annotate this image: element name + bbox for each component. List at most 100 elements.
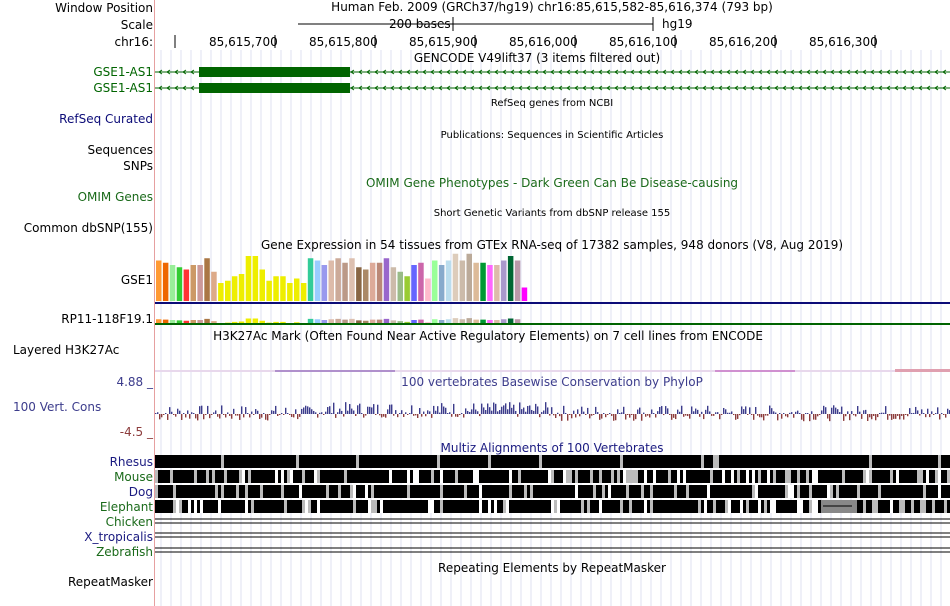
multiz-species-chicken[interactable]: Chicken [105,515,153,529]
gencode-item-label[interactable]: GSE1-AS1 [93,81,153,95]
multiz-species-mouse[interactable]: Mouse [114,470,153,484]
multiz-species-zebrafish[interactable]: Zebrafish [96,545,153,559]
multiz-block [311,470,314,483]
multiz-block [164,455,167,468]
gtex-gene-label[interactable]: GSE1 [120,273,153,287]
phylop-positive-bar [461,413,463,414]
strand-arrow [374,69,379,75]
phylop-negative-bar [763,414,765,421]
base-position-ruler[interactable] [155,0,950,50]
gencode-track-title[interactable]: GENCODE V49lift37 (3 items filtered out) [413,51,661,65]
phylop-negative-bar [317,414,319,418]
track-image-area[interactable]: Human Feb. 2009 (GRCh37/hg19) chr16:85,6… [155,0,950,606]
h3k27ac-signal[interactable] [155,0,950,606]
gtex-bar-chart[interactable] [155,0,950,606]
multiz-block [452,500,455,513]
multiz-block [404,485,407,498]
multiz-alignments[interactable] [155,0,950,606]
multiz-block [260,470,263,483]
repeatmasker-track-label[interactable]: RepeatMasker [67,575,153,589]
strand-arrow [526,85,531,91]
multiz-block [794,470,797,483]
multiz-block [626,470,629,483]
multiz-block [344,470,347,483]
gtex-track-title[interactable]: Gene Expression in 54 tissues from GTEx … [260,238,844,252]
multiz-block [167,500,170,513]
multiz-block [254,500,257,513]
publications-track-title[interactable]: Publications: Sequences in Scientific Ar… [440,130,664,141]
multiz-track-title[interactable]: Multiz Alignments of 100 Vertebrates [440,441,664,455]
multiz-block [674,500,677,513]
multiz-block [587,455,590,468]
phylop-negative-bar [607,414,609,415]
multiz-species-xtropicalis[interactable]: X_tropicalis [84,530,153,544]
phylop-positive-bar [519,402,521,414]
omim-track-label[interactable]: OMIM Genes [77,190,153,204]
refseq-track-title[interactable]: RefSeq genes from NCBI [490,98,614,109]
multiz-block [518,485,521,498]
multiz-block [587,500,590,513]
multiz-block [761,455,764,468]
gencode-item-label[interactable]: GSE1-AS1 [93,65,153,79]
dbsnp-track-title[interactable]: Short Genetic Variants from dbSNP releas… [433,208,671,219]
multiz-block [848,485,851,498]
multiz-block [182,455,185,468]
phylop-positive-bar [389,404,391,414]
pub-snps-label[interactable]: SNPs [123,159,153,173]
multiz-block [398,455,401,468]
multiz-block [389,500,392,513]
multiz-block [395,500,398,513]
phylop-positive-bar [881,412,883,414]
gtex-gene-label[interactable]: RP11-118F19.1 [61,312,153,326]
gtex-tissue-bar [514,319,521,324]
phylop-negative-bar [407,414,409,415]
multiz-block [473,470,476,483]
multiz-block [617,485,620,498]
multiz-block [425,485,428,498]
gtex-tissue-bar [466,253,472,301]
phylop-negative-bar [231,414,233,419]
multiz-block [857,455,860,468]
multiz-block [458,485,461,498]
scale-label: Scale [120,18,153,32]
phylop-negative-bar [819,414,821,415]
repeatmasker-track-title[interactable]: Repeating Elements by RepeatMasker [438,561,666,575]
h3k27ac-track-title[interactable]: H3K27Ac Mark (Often Found Near Active Re… [213,329,763,343]
gtex-tissue-bar [218,283,224,301]
refseq-track-label[interactable]: RefSeq Curated [59,112,153,126]
multiz-block [398,470,401,483]
multiz-block [386,485,389,498]
strand-arrow [734,85,739,91]
phylop-negative-bar [875,414,877,421]
multiz-block [347,485,350,498]
multiz-block [698,500,701,513]
phylop-wiggle[interactable] [155,0,950,606]
gene-features[interactable] [155,0,950,606]
multiz-species-dog[interactable]: Dog [128,485,153,499]
phylop-negative-bar [323,414,325,415]
strand-arrow [814,85,819,91]
multiz-species-elephant[interactable]: Elephant [99,500,153,514]
h3k27ac-track-label[interactable]: Layered H3K27Ac [13,343,120,357]
conservation-track-title[interactable]: 100 vertebrates Basewise Conservation by… [401,375,703,389]
multiz-block [656,455,659,468]
dbsnp-track-label[interactable]: Common dbSNP(155) [23,221,153,235]
multiz-block [170,455,173,468]
phylop-positive-bar [573,410,575,414]
phylop-positive-bar [309,407,311,414]
multiz-block [593,500,596,513]
multiz-block [383,470,386,483]
multiz-block [179,470,182,483]
omim-track-title[interactable]: OMIM Gene Phenotypes - Dark Green Can Be… [365,176,739,190]
multiz-block [671,455,674,468]
multiz-block [182,485,185,498]
pub-sequences-label[interactable]: Sequences [87,143,153,157]
multiz-block [437,470,440,483]
conservation-track-label[interactable]: 100 Vert. Cons [13,400,102,414]
multiz-block [941,455,944,468]
multiz-species-rhesus[interactable]: Rhesus [109,455,153,469]
multiz-block [773,455,776,468]
multiz-block [932,470,935,483]
strand-arrow [582,69,587,75]
multiz-block [206,485,209,498]
